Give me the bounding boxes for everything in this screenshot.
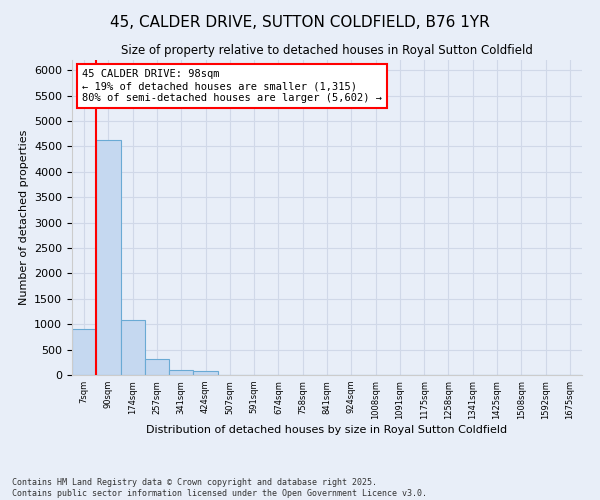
- Bar: [96, 140, 121, 375]
- Bar: [121, 320, 145, 375]
- Bar: [72, 330, 96, 375]
- Bar: [193, 371, 218, 375]
- Bar: [169, 370, 193, 375]
- Text: Contains HM Land Registry data © Crown copyright and database right 2025.
Contai: Contains HM Land Registry data © Crown c…: [12, 478, 427, 498]
- Text: 45, CALDER DRIVE, SUTTON COLDFIELD, B76 1YR: 45, CALDER DRIVE, SUTTON COLDFIELD, B76 …: [110, 15, 490, 30]
- X-axis label: Distribution of detached houses by size in Royal Sutton Coldfield: Distribution of detached houses by size …: [146, 424, 508, 434]
- Text: 45 CALDER DRIVE: 98sqm
← 19% of detached houses are smaller (1,315)
80% of semi-: 45 CALDER DRIVE: 98sqm ← 19% of detached…: [82, 70, 382, 102]
- Title: Size of property relative to detached houses in Royal Sutton Coldfield: Size of property relative to detached ho…: [121, 44, 533, 58]
- Bar: [145, 359, 169, 375]
- Y-axis label: Number of detached properties: Number of detached properties: [19, 130, 29, 305]
